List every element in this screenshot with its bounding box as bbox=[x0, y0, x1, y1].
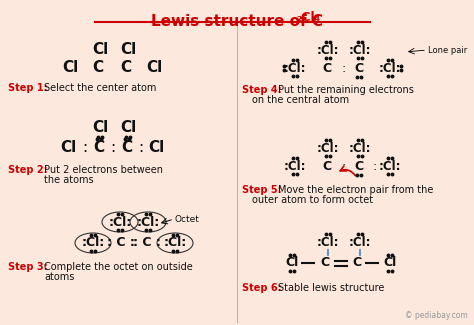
Text: C: C bbox=[322, 160, 331, 173]
Text: :Cl:: :Cl: bbox=[349, 44, 371, 57]
Text: :Cl:: :Cl: bbox=[379, 160, 401, 173]
Text: :: : bbox=[138, 140, 144, 155]
Text: C: C bbox=[355, 61, 364, 74]
Text: ₂Cl₄: ₂Cl₄ bbox=[296, 11, 320, 24]
Text: Step 4:: Step 4: bbox=[242, 85, 282, 95]
Text: Move the electron pair from the: Move the electron pair from the bbox=[278, 185, 433, 195]
Text: Put 2 electrons between: Put 2 electrons between bbox=[44, 165, 163, 175]
Text: C: C bbox=[121, 140, 133, 155]
Text: C: C bbox=[320, 256, 329, 269]
Text: :: : bbox=[82, 140, 88, 155]
Text: :Cl:: :Cl: bbox=[317, 44, 339, 57]
Text: the atoms: the atoms bbox=[44, 175, 94, 185]
Text: Cl: Cl bbox=[60, 140, 76, 155]
Text: Cl: Cl bbox=[120, 121, 136, 136]
Text: outer atom to form octet: outer atom to form octet bbox=[252, 195, 373, 205]
Text: Lewis structure of C: Lewis structure of C bbox=[151, 14, 323, 29]
Text: Cl: Cl bbox=[92, 121, 108, 136]
Text: Step 1:: Step 1: bbox=[8, 83, 47, 93]
Text: :Cl:: :Cl: bbox=[317, 236, 339, 249]
Text: Step 3:: Step 3: bbox=[8, 262, 47, 272]
Text: © pediabay.com: © pediabay.com bbox=[405, 311, 468, 320]
Text: Cl: Cl bbox=[383, 256, 397, 269]
Text: :Cl:: :Cl: bbox=[317, 141, 339, 154]
Text: Octet: Octet bbox=[175, 215, 200, 224]
Text: Cl: Cl bbox=[62, 60, 78, 75]
Text: C: C bbox=[92, 60, 103, 75]
Text: Complete the octet on outside: Complete the octet on outside bbox=[44, 262, 193, 272]
Text: Select the center atom: Select the center atom bbox=[44, 83, 156, 93]
Text: :Cl:: :Cl: bbox=[109, 215, 132, 228]
Text: Stable lewis structure: Stable lewis structure bbox=[278, 283, 384, 293]
Text: :Cl:: :Cl: bbox=[164, 237, 187, 250]
Text: :Cl:: :Cl: bbox=[137, 215, 160, 228]
Text: :: : bbox=[342, 61, 346, 74]
Text: on the central atom: on the central atom bbox=[252, 95, 349, 105]
Text: :Cl:: :Cl: bbox=[349, 141, 371, 154]
Text: C: C bbox=[93, 140, 105, 155]
Text: : C :: : C : bbox=[133, 237, 161, 250]
Text: :Cl:: :Cl: bbox=[284, 61, 306, 74]
Text: Cl: Cl bbox=[120, 43, 136, 58]
Text: Put the remaining electrons: Put the remaining electrons bbox=[278, 85, 414, 95]
Text: Step 6:: Step 6: bbox=[242, 283, 282, 293]
Text: :Cl:: :Cl: bbox=[379, 61, 401, 74]
Text: atoms: atoms bbox=[44, 272, 74, 282]
Text: C: C bbox=[353, 256, 362, 269]
Text: Cl: Cl bbox=[285, 256, 299, 269]
Text: :: : bbox=[110, 140, 116, 155]
Text: :Cl:: :Cl: bbox=[284, 160, 306, 173]
Text: :: : bbox=[373, 160, 377, 173]
Text: Step 5:: Step 5: bbox=[242, 185, 282, 195]
Text: :Cl:: :Cl: bbox=[82, 237, 105, 250]
Text: : C :: : C : bbox=[107, 237, 135, 250]
Text: C: C bbox=[322, 61, 331, 74]
Text: :: : bbox=[342, 160, 346, 173]
Text: Cl: Cl bbox=[148, 140, 164, 155]
Text: Cl: Cl bbox=[92, 43, 108, 58]
Text: Step 2:: Step 2: bbox=[8, 165, 47, 175]
Text: Cl: Cl bbox=[146, 60, 162, 75]
Text: Lone pair: Lone pair bbox=[428, 46, 467, 55]
Text: :Cl:: :Cl: bbox=[349, 236, 371, 249]
Text: C: C bbox=[120, 60, 132, 75]
Text: C: C bbox=[355, 160, 364, 173]
